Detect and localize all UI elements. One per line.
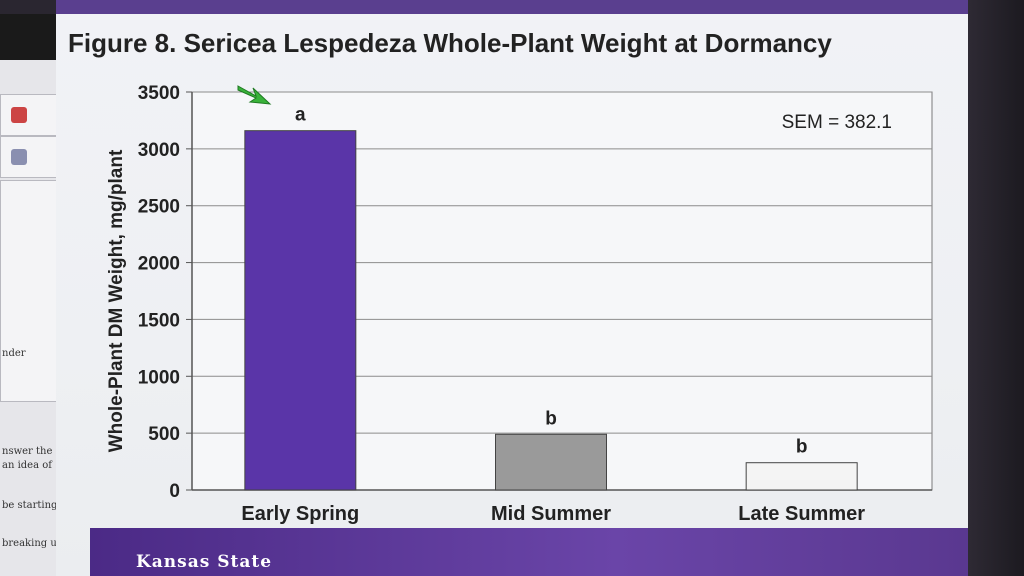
slide-top-band [56, 0, 968, 14]
speaker-icon [11, 149, 27, 165]
y-tick-label: 500 [148, 424, 180, 445]
y-tick-label: 3500 [138, 83, 180, 104]
notes-text: be starting at [2, 500, 71, 511]
y-tick-label: 0 [169, 481, 180, 502]
notes-pane[interactable] [0, 180, 60, 402]
significance-letter: b [545, 408, 557, 429]
y-tick-label: 2000 [138, 254, 180, 275]
bar [495, 433, 607, 491]
x-tick-label: Early Spring [241, 503, 359, 525]
university-logo: Kansas State [136, 552, 273, 572]
chart-title: Figure 8. Sericea Lespedeza Whole-Plant … [68, 28, 832, 58]
slide-thumbnail-icon [11, 107, 27, 123]
notes-text: nder [2, 348, 26, 359]
notes-text: breaking up [2, 538, 64, 549]
y-tick-label: 1000 [138, 367, 180, 388]
significance-letter: a [295, 105, 306, 126]
bar [244, 130, 357, 491]
y-tick-label: 1500 [138, 310, 180, 331]
y-tick-label: 2500 [138, 197, 180, 218]
side-pane[interactable] [0, 136, 60, 178]
slide-footer: Kansas State [90, 528, 968, 576]
bar-chart: 0 500 1000 1500 2000 2500 3000 3500 Whole-Plant … [106, 83, 933, 525]
notes-text: an idea of [2, 460, 52, 471]
monitor-bezel-right [968, 0, 1024, 576]
green-arrow-icon [237, 85, 272, 105]
sem-annotation: SEM = 382.1 [782, 112, 892, 133]
bar [745, 462, 858, 491]
x-tick-label: Mid Summer [491, 503, 611, 525]
significance-letter: b [796, 437, 808, 458]
y-axis-label: Whole-Plant DM Weight, mg/plant [106, 149, 127, 452]
x-tick-label: Late Summer [738, 503, 865, 525]
y-tick-label: 3000 [138, 140, 180, 161]
notes-text: nswer the [2, 446, 53, 457]
